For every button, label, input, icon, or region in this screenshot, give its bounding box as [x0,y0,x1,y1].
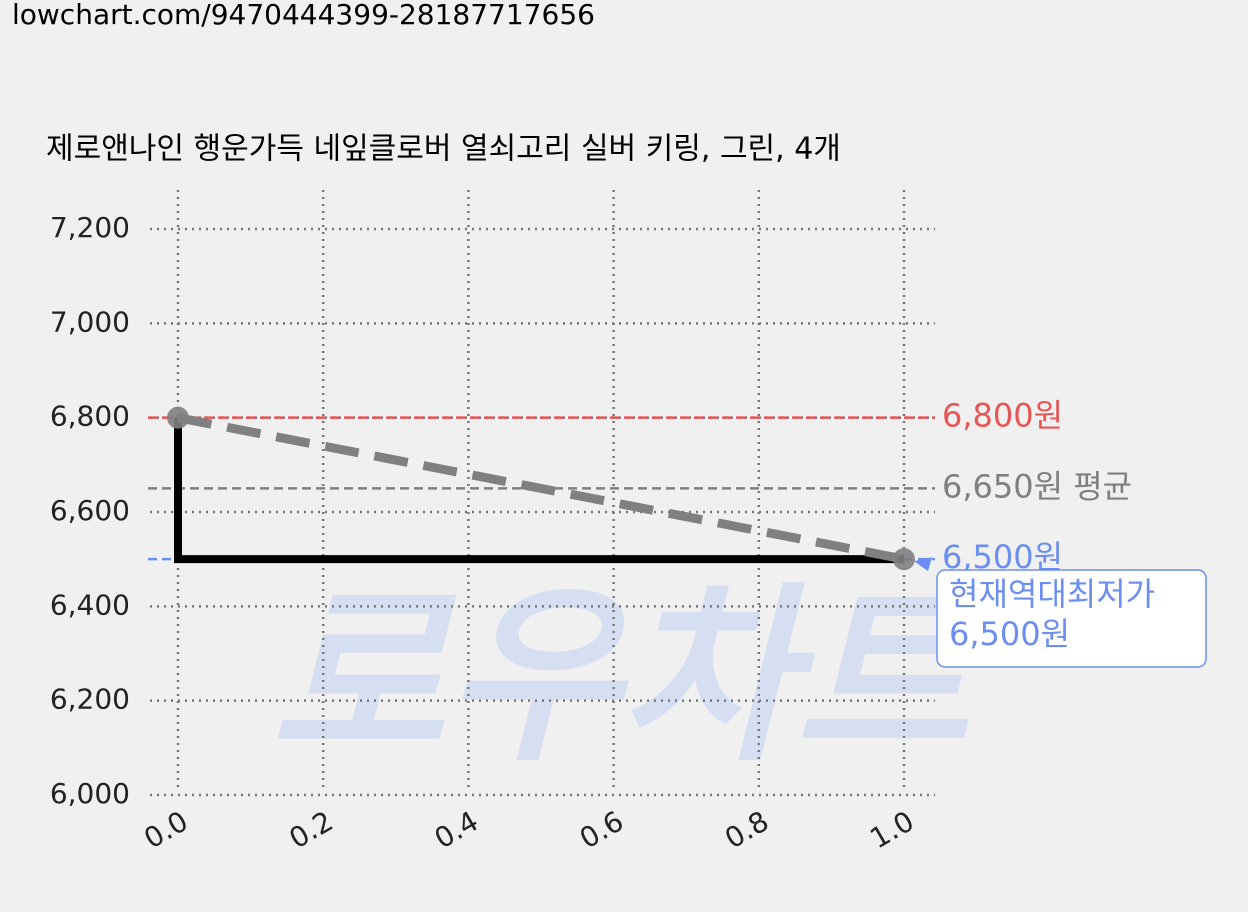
annotation-text: 6,500원 [949,615,1070,653]
y-tick-label: 6,600 [50,494,130,527]
y-tick-label: 6,200 [50,683,130,716]
y-tick-label: 6,000 [50,777,130,810]
y-tick-label: 6,800 [50,400,130,433]
url: lowchart.com/9470444399-28187717656 [12,0,595,31]
annotation-box [936,569,1207,668]
reference-label: 6,800원 [942,397,1063,435]
y-tick-label: 7,200 [50,211,130,244]
watermark: 로우차트 [270,566,980,787]
series-line [177,413,905,564]
series-line [174,417,904,564]
point [167,406,189,429]
annotation-text: 현재역대최저가 [949,575,1155,613]
chart-title: 제로앤나인 행운가득 네잎클로버 열쇠고리 실버 키링, 그린, 4개 [46,132,841,167]
y-tick-label: 6,400 [50,588,130,621]
annotation-arrow [914,557,932,572]
y-tick-label: 7,000 [50,305,130,338]
reference-label: 6,650원 평균 [942,467,1132,505]
point [893,548,915,571]
